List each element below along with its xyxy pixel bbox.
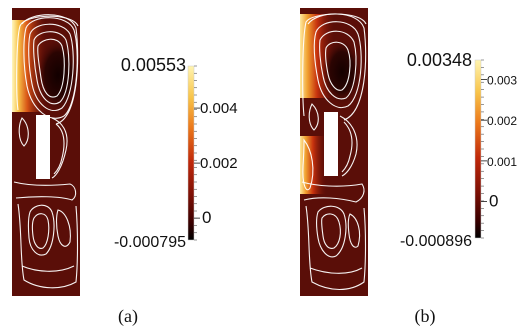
colorbar-b-min-label: -0.000896	[400, 233, 472, 250]
colorbar-a: 0.004 0.002 0 0.00553 -0.000795	[114, 55, 238, 251]
colorbar-a-bar	[187, 65, 195, 241]
colorbar-tick-label: 0.004	[200, 100, 238, 117]
colorbar-a-min-label: -0.000795	[114, 234, 186, 251]
colorbar-b-max-label: 0.00348	[407, 50, 472, 70]
colorbar-tick-label: 0.003	[487, 74, 517, 88]
panel-a-label: (a)	[118, 306, 138, 327]
colorbar-tick-label: 0	[489, 192, 498, 211]
obstacle-a	[36, 115, 50, 179]
streamlines-b	[301, 13, 367, 291]
colorbar-tick-label: 0.002	[487, 114, 517, 128]
obstacle-b	[324, 112, 338, 176]
panel-a: 0.004 0.002 0 0.00553 -0.000795 (a)	[12, 8, 238, 327]
colorbar-b: 0.003 0.002 0.001 0 0.00348 -0.000896	[400, 50, 517, 250]
panel-b: 0.003 0.002 0.001 0 0.00348 -0.000896 (b)	[300, 8, 517, 327]
colorbar-tick-label: 0	[202, 208, 211, 227]
domain-b	[300, 8, 368, 296]
colorbar-b-bar	[474, 59, 482, 239]
colorbar-a-max-label: 0.00553	[121, 55, 186, 75]
panel-b-label: (b)	[415, 306, 436, 327]
streamlines-a	[13, 14, 79, 289]
colorbar-tick-label: 0.001	[487, 155, 517, 169]
colorbar-tick-label: 0.002	[200, 155, 238, 172]
domain-a	[12, 8, 80, 296]
